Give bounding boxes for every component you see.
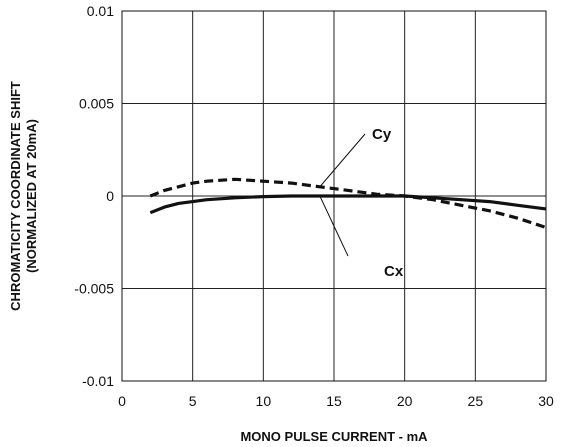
series-label-cx: Cx	[384, 263, 404, 280]
y-tick-label: -0.01	[82, 373, 114, 389]
annotation-leader-cy	[319, 133, 366, 188]
x-tick-label: 10	[256, 393, 272, 409]
y-tick-labels: -0.01 -0.005 0 0.005 0.01	[74, 3, 114, 389]
y-tick-label: 0	[106, 188, 114, 204]
x-tick-label: 30	[538, 393, 554, 409]
x-tick-label: 25	[468, 393, 484, 409]
y-tick-label: 0.01	[87, 3, 114, 19]
series-annotations: Cy Cx	[319, 126, 404, 280]
annotation-leader-cx	[319, 195, 349, 257]
y-axis-title-line-2: (NORMALIZED AT 20mA)	[24, 119, 39, 273]
x-tick-labels: 0 5 10 15 20 25 30	[118, 393, 554, 409]
plot-area-frame	[121, 10, 547, 382]
x-tick-label: 20	[397, 393, 413, 409]
y-tick-label: 0.005	[79, 96, 114, 112]
x-tick-label: 5	[189, 393, 197, 409]
x-tick-label: 0	[118, 393, 126, 409]
x-axis-title: MONO PULSE CURRENT - mA	[240, 429, 428, 444]
series-label-cy: Cy	[372, 126, 392, 143]
series-line-cy	[149, 177, 547, 230]
y-axis-title-line-1: CHROMATICITY COORDINATE SHIFT	[8, 81, 23, 311]
x-tick-label: 15	[326, 393, 342, 409]
y-axis-title: CHROMATICITY COORDINATE SHIFT (NORMALIZE…	[8, 81, 39, 311]
y-tick-label: -0.005	[74, 281, 114, 297]
series-lines	[149, 177, 547, 230]
